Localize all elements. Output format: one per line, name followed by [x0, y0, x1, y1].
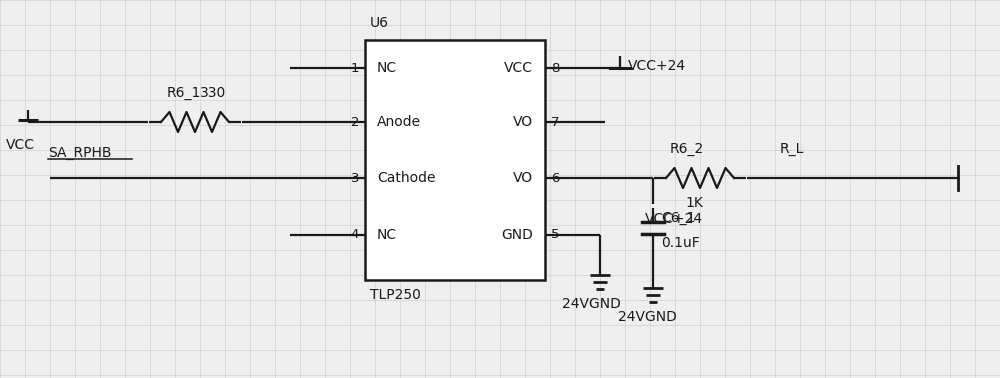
- Text: 0.1uF: 0.1uF: [661, 236, 700, 250]
- Text: Anode: Anode: [377, 115, 421, 129]
- Text: 4: 4: [351, 228, 359, 242]
- Text: 7: 7: [551, 116, 560, 129]
- Text: 3: 3: [351, 172, 359, 184]
- Text: R6_1: R6_1: [167, 86, 201, 100]
- Text: 5: 5: [551, 228, 560, 242]
- Text: GND: GND: [501, 228, 533, 242]
- Text: Cathode: Cathode: [377, 171, 436, 185]
- Text: 8: 8: [551, 62, 559, 74]
- Text: R_L: R_L: [780, 142, 804, 156]
- Text: NC: NC: [377, 61, 397, 75]
- Text: VCC: VCC: [504, 61, 533, 75]
- Text: R6_2: R6_2: [670, 142, 704, 156]
- Text: VCC+24: VCC+24: [645, 212, 703, 226]
- Text: TLP250: TLP250: [370, 288, 421, 302]
- Text: VO: VO: [513, 171, 533, 185]
- Text: VO: VO: [513, 115, 533, 129]
- Text: 24VGND: 24VGND: [618, 310, 677, 324]
- Text: VCC: VCC: [6, 138, 35, 152]
- Text: 6: 6: [551, 172, 559, 184]
- Text: 1: 1: [351, 62, 359, 74]
- Bar: [365, 40, 545, 280]
- Text: VCC+24: VCC+24: [628, 59, 686, 73]
- Text: 24VGND: 24VGND: [562, 297, 621, 311]
- Text: NC: NC: [377, 228, 397, 242]
- Text: C6_1: C6_1: [661, 211, 696, 225]
- Text: 1K: 1K: [685, 196, 703, 210]
- Text: 2: 2: [351, 116, 359, 129]
- Text: SA_RPHB: SA_RPHB: [48, 146, 112, 160]
- Text: U6: U6: [370, 16, 389, 30]
- Text: 330: 330: [200, 86, 226, 100]
